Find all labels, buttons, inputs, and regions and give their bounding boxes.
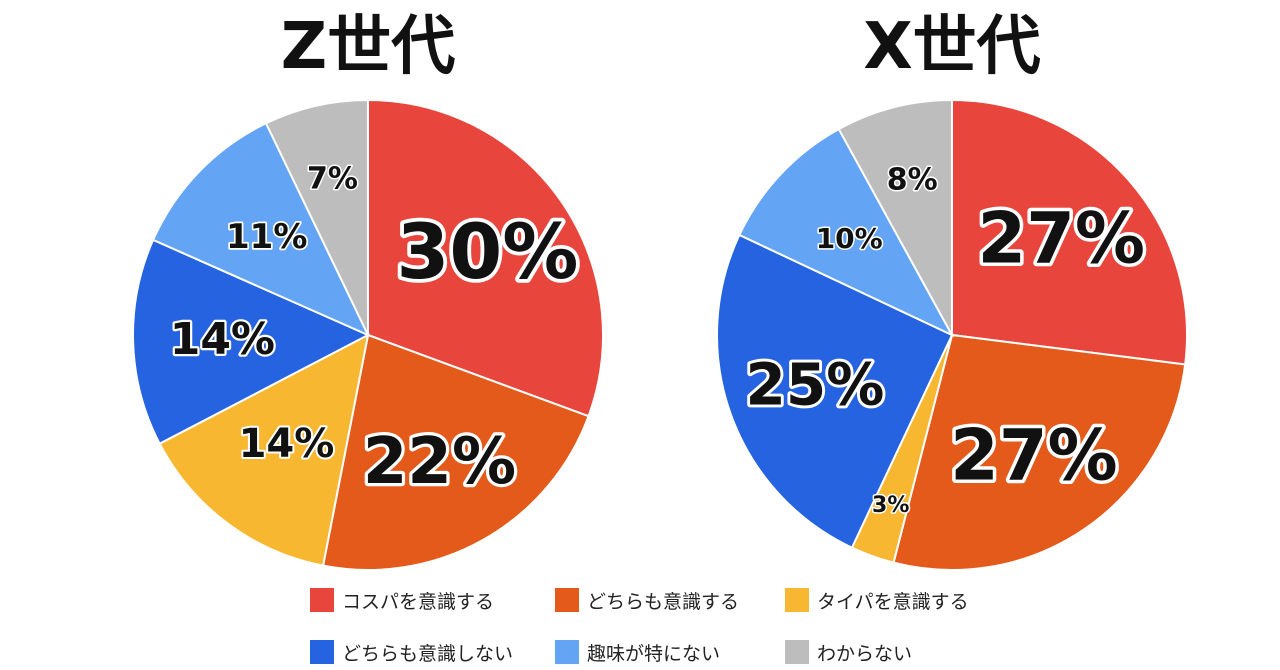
pie-z-slice-cospa <box>367 98 604 418</box>
pie-x-generation: 27% 27% 3% 25% 10%8% <box>716 98 1188 571</box>
legend-item-taipa: タイパを意識する <box>785 585 969 615</box>
legend-swatch-cospa <box>310 588 334 612</box>
legend: コスパを意識する どちらも意識する タイパを意識する どちらも意識しない 趣味が… <box>300 585 1060 665</box>
legend-item-cospa: コスパを意識する <box>310 585 494 615</box>
legend-swatch-neither <box>310 640 334 664</box>
pie-z-slice-neither <box>132 238 371 446</box>
pie-z-label-no-hobby: 11% <box>226 217 307 257</box>
pie-x-slice-neither <box>716 233 954 549</box>
pie-z-label-unknown: 7% <box>307 162 358 197</box>
legend-swatch-taipa <box>785 588 809 612</box>
pie-x-slice-cospa <box>951 98 1188 366</box>
legend-label-taipa: タイパを意識する <box>817 590 969 613</box>
legend-swatch-both <box>555 588 579 612</box>
pie-z-label-both: 22% <box>363 425 516 499</box>
legend-item-neither: どちらも意識しない <box>310 637 513 667</box>
legend-label-neither: どちらも意識しない <box>342 642 514 665</box>
pie-z-generation: 30% 22% 14% 14% 11%7% <box>132 98 604 571</box>
pie-x-label-no-hobby: 10% <box>816 222 883 255</box>
legend-label-cospa: コスパを意識する <box>342 590 495 613</box>
legend-swatch-unknown <box>785 640 809 664</box>
legend-item-both: どちらも意識する <box>555 585 739 615</box>
chart-title-z: Z世代 <box>281 10 455 84</box>
legend-label-unknown: わからない <box>817 642 913 665</box>
pie-x-label-both: 27% <box>950 415 1118 497</box>
pie-x-slice-both <box>892 333 1187 571</box>
pie-z-slice-unknown <box>264 98 369 336</box>
legend-item-unknown: わからない <box>785 637 912 667</box>
pie-z-label-cospa: 30% <box>397 207 579 296</box>
pie-x-label-taipa: 3% <box>872 493 909 518</box>
pie-x-slice-unknown <box>837 98 953 336</box>
chart-title-x: X世代 <box>863 10 1040 84</box>
pie-z-slice-no-hobby <box>151 121 371 338</box>
pie-z-slice-both <box>321 333 590 571</box>
legend-swatch-no-hobby <box>555 640 579 664</box>
pie-x-label-neither: 25% <box>745 350 884 418</box>
pie-z-label-taipa: 14% <box>239 421 335 467</box>
pie-x-label-cospa: 27% <box>978 198 1146 280</box>
pie-x-label-unknown: 8% <box>887 163 938 198</box>
pie-z-slice-taipa <box>158 333 370 567</box>
pie-x-slice-no-hobby <box>738 127 955 338</box>
pie-z-label-neither: 14% <box>170 314 275 365</box>
legend-item-no-hobby: 趣味が特にない <box>555 637 720 667</box>
legend-label-both: どちらも意識する <box>587 590 740 613</box>
legend-label-no-hobby: 趣味が特にない <box>587 642 721 665</box>
